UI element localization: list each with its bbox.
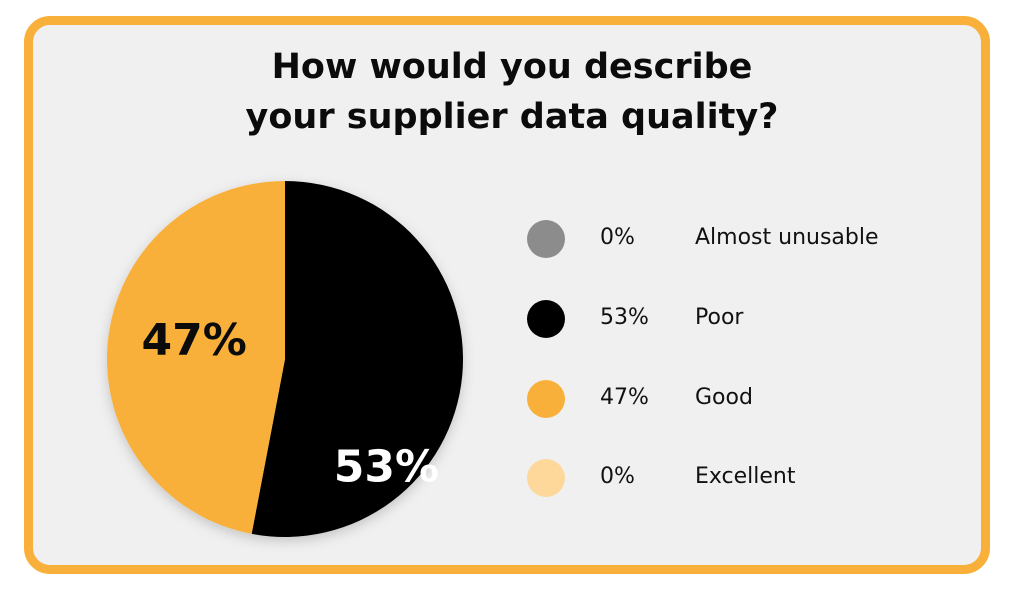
pie-slice-good — [107, 181, 285, 534]
pie-slices — [107, 181, 464, 537]
legend-value-good: 47% — [600, 385, 649, 410]
chart-title-line-2: your supplier data quality? — [245, 97, 779, 137]
chart-title: How would you describe your supplier dat… — [0, 42, 1024, 142]
legend-value-almost-unusable: 0% — [600, 225, 635, 250]
legend-label-good: Good — [695, 385, 753, 410]
pie-label-good: 47% — [142, 315, 247, 366]
legend-value-poor: 53% — [600, 305, 649, 330]
chart-title-line-1: How would you describe — [271, 47, 753, 87]
legend-label-poor: Poor — [695, 305, 744, 330]
pie-slice-labels: 53% 47% — [142, 315, 440, 492]
legend-value-excellent: 0% — [600, 464, 635, 489]
legend-swatch-almost-unusable — [527, 220, 565, 258]
legend-item-poor: 53% Poor — [527, 300, 947, 340]
legend-item-good: 47% Good — [527, 380, 947, 420]
pie-slice-poor — [251, 181, 464, 537]
legend-swatch-poor — [527, 300, 565, 338]
legend-swatch-good — [527, 380, 565, 418]
legend-item-excellent: 0% Excellent — [527, 459, 947, 499]
legend-label-almost-unusable: Almost unusable — [695, 225, 879, 250]
legend-item-almost-unusable: 0% Almost unusable — [527, 220, 947, 260]
pie-label-poor: 53% — [334, 441, 439, 492]
legend-label-excellent: Excellent — [695, 464, 796, 489]
legend-swatch-excellent — [527, 459, 565, 497]
